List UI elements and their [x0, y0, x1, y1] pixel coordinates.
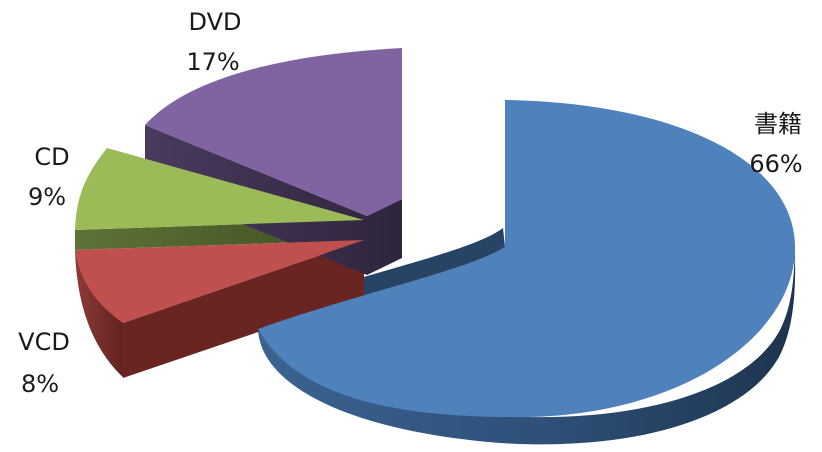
category-label-dvd: DVD: [189, 8, 242, 36]
category-label-vcd: VCD: [18, 328, 70, 356]
percentage-label-vcd: 8%: [21, 370, 59, 398]
category-label-cd: CD: [34, 143, 69, 171]
depth-vcd: [123, 240, 364, 378]
category-label-books: 書籍: [754, 110, 802, 138]
pie-labels: 書籍 66% VCD 8% CD 9% DVD 17%: [18, 8, 803, 398]
percentage-label-books: 66%: [749, 150, 802, 178]
percentage-label-cd: 9%: [28, 183, 66, 211]
pie-slice-dvd: [145, 48, 402, 216]
pie-slice-vcd: [75, 240, 364, 323]
pie-slice-books: [258, 100, 796, 418]
pie-slices: [75, 48, 796, 418]
pie-slice-cd: [75, 148, 364, 230]
percentage-label-dvd: 17%: [186, 48, 239, 76]
